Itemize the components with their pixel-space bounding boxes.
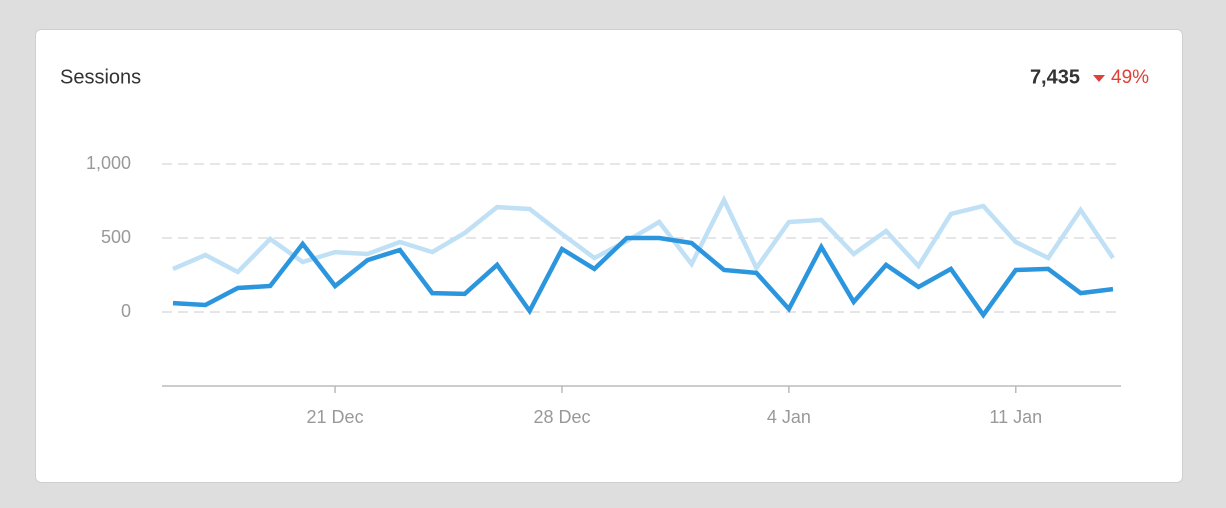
change: 49% [1111,67,1149,88]
x-tick-label: 28 Dec [533,407,590,427]
series-line [172,194,1115,275]
y-tick-label: 500 [101,227,131,247]
series-line [172,235,1114,319]
y-tick-label: 0 [121,301,131,321]
y-tick-label: 1,000 [86,153,131,173]
total: 7,435 [1030,66,1080,88]
x-tick-label: 21 Dec [307,407,364,427]
chart-title: Sessions [60,66,141,88]
down-arrow [1093,75,1105,82]
x-tick-label: 4 Jan [767,407,811,427]
x-tick-label: 11 Jan [989,407,1042,427]
